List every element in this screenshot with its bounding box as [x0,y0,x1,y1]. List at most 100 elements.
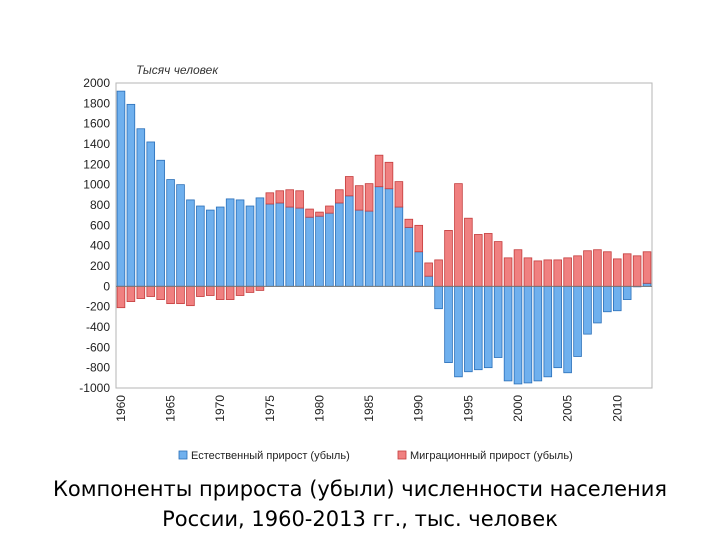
natural-growth-bar-1975 [265,203,275,287]
x-tick-label: 1990 [412,395,426,422]
legend-label-migration: Миграционный прирост (убыль) [410,450,573,462]
natural-growth-bar-1973 [245,205,255,287]
y-tick-label: 1000 [83,178,110,192]
migration-bar-1998 [493,241,503,287]
natural-growth-bar-1967 [186,199,195,287]
migration-bar-1967 [186,285,195,307]
natural-growth-bar-2004 [553,285,562,369]
plot-frame [115,82,653,389]
migration-bar-1987 [384,161,394,190]
migration-bar-1979 [305,208,314,218]
natural-growth-bar-1979 [305,216,314,287]
natural-growth-bar-1974 [255,197,265,287]
natural-growth-bar-1998 [493,285,503,358]
y-tick-labels: 2000180016001400120010008006004002000-20… [79,76,110,395]
natural-growth-bar-2001 [523,285,533,384]
migration-bar-1972 [235,285,245,296]
natural-growth-bar-1997 [483,285,493,369]
x-tick-label: 1975 [263,395,277,422]
legend-label-natural: Естественный прирост (убыль) [191,450,350,462]
natural-growth-bar-2009 [603,285,612,313]
natural-growth-bar-2002 [533,285,543,382]
y-tick-label: 1400 [83,137,110,151]
migration-bar-1977 [285,189,294,208]
natural-growth-bar-1971 [225,198,235,287]
x-tick-labels: 1960 1965 1970 1975 1980 1985 1990 1995 2000 2005… [114,395,624,422]
migration-bar-1980 [315,211,324,217]
migration-bar-2005 [563,257,572,287]
legend-swatch-migration [397,450,407,460]
migration-bar-1981 [325,205,334,214]
natural-growth-bar-1976 [275,202,285,287]
y-tick-label: 200 [90,259,110,273]
migration-bar-2011 [622,253,632,287]
natural-growth-bar-2011 [622,285,632,300]
migration-bar-1988 [394,181,404,208]
migration-bar-1965 [166,285,175,305]
natural-growth-bar-2007 [583,285,592,335]
x-tick-label: 1980 [312,395,326,422]
caption-line-1: Компоненты прироста (убыли) численности … [52,477,668,501]
natural-growth-bar-1965 [166,179,175,287]
x-tick-label: 2000 [511,395,525,422]
natural-growth-bar-2008 [593,285,602,324]
migration-bar-1973 [245,285,255,293]
bars-group [116,90,652,385]
migration-bar-1983 [344,176,354,197]
natural-growth-bar-1972 [235,199,245,287]
natural-growth-bar-2006 [573,285,582,357]
migration-bar-1992 [434,259,443,287]
migration-bar-1999 [503,257,513,287]
legend: Естественный прирост (убыль) Миграционны… [178,450,573,462]
y-tick-label: 0 [103,279,110,293]
migration-bar-2001 [523,257,533,287]
migration-bar-1963 [146,285,156,297]
natural-growth-bar-1980 [315,215,324,287]
migration-bar-1968 [196,285,205,297]
natural-growth-bar-2003 [543,285,553,378]
natural-growth-bar-1991 [424,275,433,287]
x-tick-label: 1985 [362,395,376,422]
natural-growth-bar-1984 [354,209,364,287]
unit-label: Тысяч человек [136,63,219,77]
migration-bar-2002 [533,260,543,287]
natural-growth-bar-1982 [335,202,344,287]
natural-growth-bar-1977 [285,206,294,287]
migration-bar-1962 [136,285,146,299]
migration-bar-1966 [176,285,185,305]
natural-growth-bar-1962 [136,128,146,287]
natural-growth-bar-1978 [295,207,304,287]
migration-bar-1990 [414,224,424,253]
migration-bar-1975 [265,192,275,205]
migration-bar-1970 [215,285,225,300]
migration-bar-2004 [553,259,562,287]
legend-swatch-natural [178,450,188,460]
natural-growth-bar-2010 [612,285,622,312]
natural-growth-bar-1999 [503,285,513,382]
natural-growth-bar-1987 [384,188,394,287]
migration-bar-1994 [454,183,463,287]
y-tick-label: -200 [86,300,110,314]
natural-growth-bar-1983 [344,195,354,287]
natural-growth-bar-1996 [474,285,483,371]
natural-growth-bar-1968 [196,205,205,287]
natural-growth-bar-1993 [444,285,453,363]
natural-growth-bar-1961 [126,103,136,287]
y-tick-label: -400 [86,320,110,334]
natural-growth-bar-2000 [513,285,523,385]
migration-bar-1961 [126,285,136,302]
migration-bar-2007 [583,250,592,287]
caption-line-2: России, 1960-2013 гг., тыс. человек [162,507,558,531]
natural-growth-bar-1963 [146,141,156,287]
migration-bar-1991 [424,262,433,277]
migration-bar-2012 [632,255,642,287]
natural-growth-bar-2005 [563,285,572,374]
migration-bar-1997 [483,233,493,287]
natural-growth-bar-1994 [454,285,463,378]
y-tick-label: 2000 [83,76,110,90]
migration-bar-1996 [474,234,483,287]
natural-growth-bar-1966 [176,184,185,287]
migration-bar-2006 [573,255,582,287]
y-tick-label: -800 [86,361,110,375]
natural-growth-bar-1970 [215,206,225,287]
